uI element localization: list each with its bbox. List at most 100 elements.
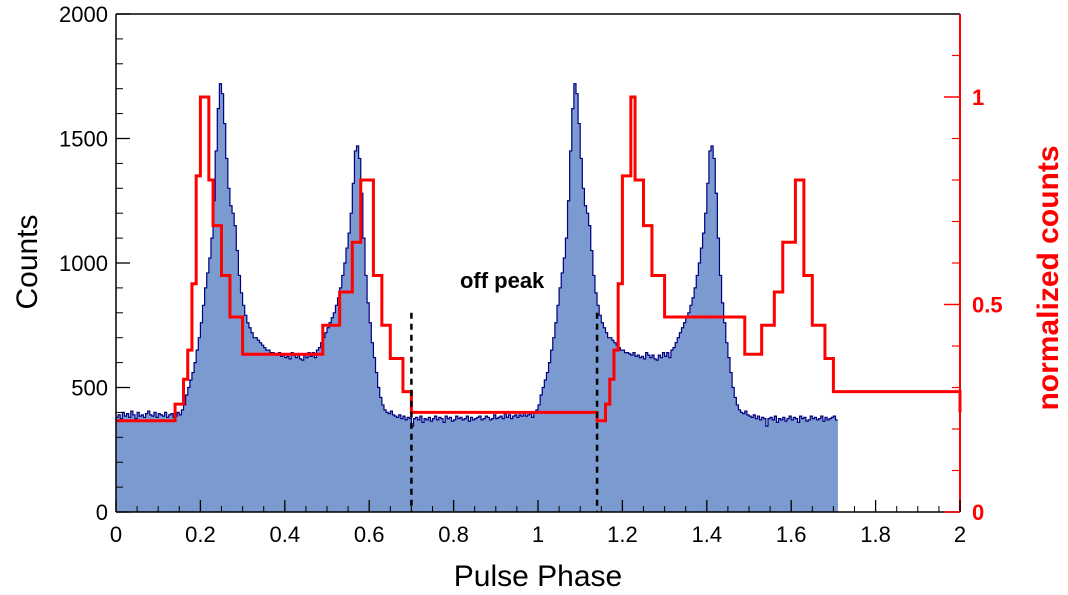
histogram-bar: [449, 417, 452, 512]
histogram-bar: [546, 372, 549, 512]
histogram-bar: [814, 417, 817, 512]
histogram-bar: [381, 404, 385, 512]
histogram-bar: [175, 416, 178, 512]
histogram-bar: [373, 357, 376, 512]
histogram-bar: [405, 419, 408, 512]
x-tick-label: 0.8: [438, 522, 469, 547]
histogram-bar: [502, 418, 505, 512]
histogram-bar: [295, 357, 298, 512]
histogram-bar: [400, 418, 404, 512]
histogram-bar: [459, 417, 463, 512]
histogram-bar: [474, 418, 478, 512]
histogram-bar: [744, 411, 748, 512]
x-tick-label: 0.2: [185, 522, 216, 547]
histogram-bar: [348, 233, 351, 512]
histogram-bar: [434, 416, 438, 512]
histogram-bar: [784, 421, 788, 512]
histogram-bar: [392, 414, 395, 512]
histogram-bar: [462, 419, 465, 512]
histogram-bar: [586, 213, 589, 512]
histogram-bar: [810, 416, 813, 512]
histogram-bar: [510, 418, 513, 512]
histogram-bar: [624, 352, 627, 512]
x-axis-title: Pulse Phase: [454, 560, 622, 593]
histogram-bar: [778, 418, 781, 512]
histogram-bar: [599, 315, 602, 512]
histogram-bar: [521, 416, 524, 512]
histogram-bar: [613, 342, 617, 512]
histogram-bar: [668, 357, 672, 512]
histogram-bar: [453, 419, 457, 512]
histogram-bar: [333, 312, 336, 512]
histogram-bar: [516, 417, 520, 512]
histogram-bar: [168, 414, 172, 512]
axes-layer: 0 0.2 0.4 0.6 0.8 1 1.2 1.4 1.6 1.8 20500100015002…: [59, 2, 1003, 547]
histogram-bar: [430, 421, 433, 512]
histogram-bar: [367, 302, 370, 512]
histogram-bar: [523, 412, 526, 512]
y-tick-label: 500: [71, 376, 108, 401]
histogram-bar: [128, 417, 132, 512]
histogram-bar: [219, 83, 222, 512]
histogram-bar: [808, 419, 811, 512]
histogram-bar: [654, 358, 657, 512]
histogram-bar: [556, 305, 560, 512]
histogram-bar: [130, 411, 134, 512]
x-tick-label: 1.8: [860, 522, 891, 547]
histogram-bar: [561, 272, 564, 512]
histogram-bar: [635, 356, 638, 512]
histogram-bar: [649, 357, 653, 512]
histogram-bar: [149, 414, 153, 512]
histogram-bar: [318, 347, 321, 512]
histogram-bar: [409, 418, 412, 512]
histogram-bar: [483, 418, 486, 512]
histogram-bar: [208, 258, 212, 512]
histogram-bar: [702, 233, 705, 512]
histogram-bar: [118, 414, 121, 512]
histogram-bar: [822, 421, 826, 512]
histogram-bar: [424, 418, 427, 512]
histogram-bar: [535, 409, 539, 512]
histogram-bar: [723, 322, 727, 512]
histogram-bar: [508, 414, 511, 512]
histogram-bar: [835, 419, 838, 512]
histogram-bar: [793, 417, 796, 512]
histogram-bar: [421, 422, 425, 512]
histogram-bar: [696, 275, 699, 512]
histogram-bar: [818, 418, 822, 512]
histogram-bar: [500, 416, 503, 512]
histogram-bar: [206, 272, 210, 512]
histogram-bar: [162, 416, 165, 512]
histogram-bar: [757, 416, 760, 512]
histogram-bar: [609, 337, 613, 512]
histogram-bar: [601, 322, 604, 512]
histogram-bar: [542, 387, 545, 512]
histogram-bar: [284, 357, 288, 512]
histogram-bar: [282, 355, 286, 512]
histogram-bar: [183, 404, 186, 512]
histogram-bar: [481, 419, 484, 512]
histogram-bar: [538, 404, 541, 512]
histogram-bar: [253, 337, 256, 512]
histogram-bar: [689, 305, 693, 512]
histogram-bar: [187, 387, 191, 512]
histogram-bar: [519, 414, 522, 512]
histogram-bar: [550, 350, 554, 512]
histogram-bar: [470, 417, 473, 512]
histogram-bar: [749, 416, 752, 512]
histogram-bar: [801, 418, 805, 512]
histogram-bar: [533, 412, 537, 512]
histogram-bar: [552, 337, 556, 512]
histogram-bar: [137, 412, 140, 512]
histogram-bar: [177, 412, 180, 512]
histogram-bar: [827, 419, 830, 512]
histogram-bar: [715, 193, 718, 512]
histogram-bar: [525, 416, 528, 512]
histogram-bar: [643, 358, 646, 512]
histogram-bar: [120, 418, 123, 512]
histogram-bar: [457, 418, 461, 512]
histogram-bar: [527, 414, 530, 512]
histogram-bar: [339, 287, 343, 512]
histogram-bar: [588, 225, 592, 512]
